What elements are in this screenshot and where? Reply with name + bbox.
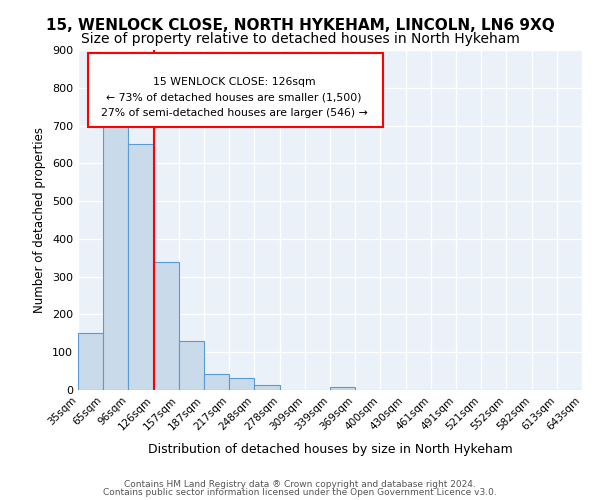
X-axis label: Distribution of detached houses by size in North Hykeham: Distribution of detached houses by size … (148, 443, 512, 456)
Text: 15 WENLOCK CLOSE: 126sqm: 15 WENLOCK CLOSE: 126sqm (153, 78, 316, 88)
Text: Size of property relative to detached houses in North Hykeham: Size of property relative to detached ho… (80, 32, 520, 46)
Bar (204, 374, 229, 390)
Text: ← 73% of detached houses are smaller (1,500): ← 73% of detached houses are smaller (1,… (106, 92, 362, 102)
Bar (128, 144, 154, 390)
Text: Contains public sector information licensed under the Open Government Licence v3: Contains public sector information licen… (103, 488, 497, 497)
Bar (103, 122, 128, 390)
Bar (330, 386, 355, 390)
FancyBboxPatch shape (88, 54, 383, 127)
Y-axis label: Number of detached properties: Number of detached properties (34, 127, 46, 313)
Bar (78, 334, 103, 390)
Text: 15, WENLOCK CLOSE, NORTH HYKEHAM, LINCOLN, LN6 9XQ: 15, WENLOCK CLOSE, NORTH HYKEHAM, LINCOL… (46, 18, 554, 32)
Bar (179, 341, 204, 390)
Bar (229, 378, 254, 390)
Text: Contains HM Land Registry data ® Crown copyright and database right 2024.: Contains HM Land Registry data ® Crown c… (124, 480, 476, 489)
Text: 27% of semi-detached houses are larger (546) →: 27% of semi-detached houses are larger (… (101, 108, 368, 118)
Bar (254, 386, 280, 390)
Bar (154, 262, 179, 390)
